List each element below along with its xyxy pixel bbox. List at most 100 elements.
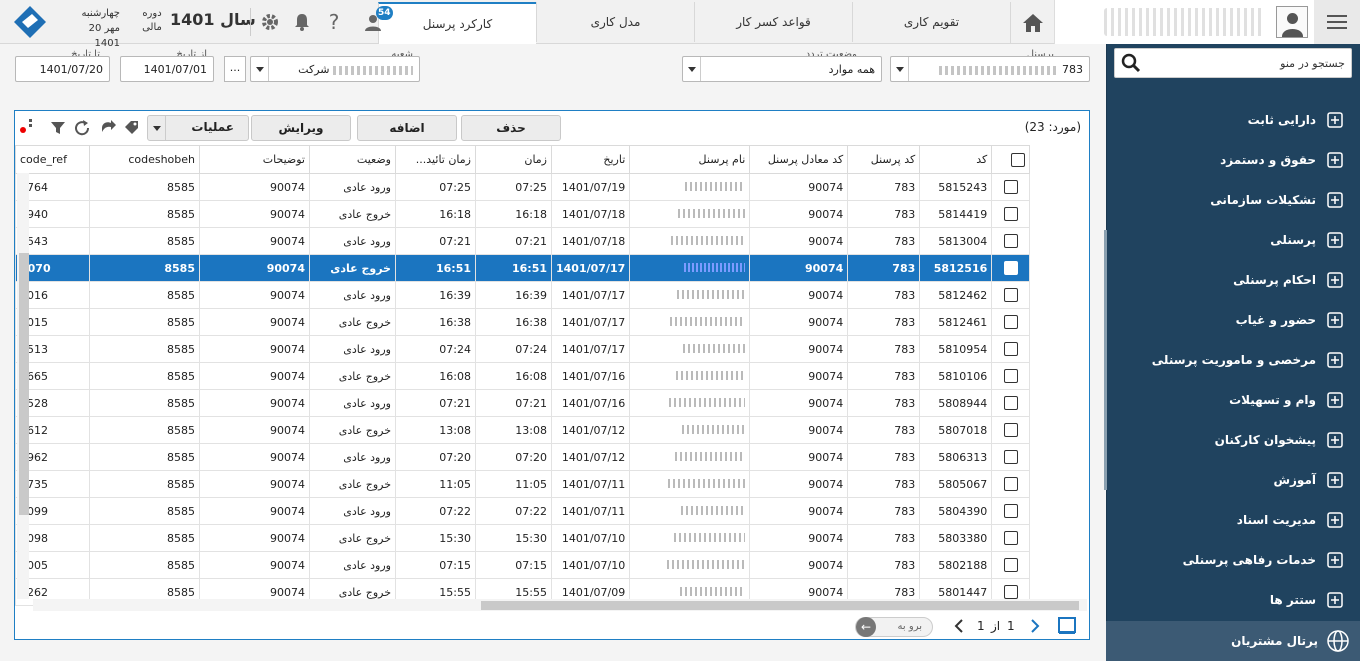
tab-work-calendar[interactable]: تقویم کاری bbox=[852, 2, 1010, 42]
row-select-cell[interactable] bbox=[991, 335, 1031, 363]
row-checkbox[interactable] bbox=[1003, 207, 1018, 221]
row-checkbox[interactable] bbox=[1003, 396, 1018, 410]
search-input[interactable] bbox=[1155, 53, 1345, 73]
chevron-down-icon[interactable] bbox=[251, 57, 269, 81]
row-checkbox[interactable] bbox=[1003, 531, 1018, 545]
avatar[interactable] bbox=[1276, 6, 1308, 38]
horizontal-scrollbar[interactable] bbox=[33, 599, 1087, 611]
row-select-cell[interactable] bbox=[991, 362, 1031, 390]
menu-search[interactable] bbox=[1114, 48, 1352, 78]
sidebar-item-leave[interactable]: مرخصی و ماموریت پرسنلی bbox=[1106, 340, 1360, 380]
row-select-cell[interactable] bbox=[991, 227, 1031, 255]
column-header[interactable]: توضیحات bbox=[199, 145, 310, 174]
sidebar-item-training[interactable]: آموزش bbox=[1106, 460, 1360, 500]
row-select-cell[interactable] bbox=[991, 524, 1031, 552]
row-checkbox[interactable] bbox=[1003, 477, 1018, 491]
gear-icon[interactable] bbox=[258, 10, 282, 34]
column-header[interactable]: وضعیت bbox=[309, 145, 396, 174]
row-checkbox[interactable] bbox=[1003, 450, 1018, 464]
question-icon[interactable]: ? bbox=[328, 10, 340, 34]
column-header[interactable]: تاریخ bbox=[550, 145, 631, 174]
row-select-cell[interactable] bbox=[991, 416, 1031, 444]
table-row[interactable]: 5807018 783 90074 1401/07/12 13:08 13:08 خروج … bbox=[15, 416, 1031, 444]
sidebar-item-person[interactable]: پرسنلی bbox=[1106, 220, 1360, 260]
table-row[interactable]: 5813004 783 90074 1401/07/18 07:21 07:21 ورود … bbox=[15, 227, 1031, 255]
sidebar-item-documents[interactable]: مدیریت اسناد bbox=[1106, 500, 1360, 540]
chevron-right-icon[interactable] bbox=[1027, 617, 1043, 635]
branch-more-button[interactable]: ... bbox=[224, 56, 246, 82]
tab-home[interactable] bbox=[1010, 2, 1054, 44]
tag-icon[interactable] bbox=[123, 119, 141, 137]
sidebar-item-org-chart[interactable]: تشکیلات سازمانی bbox=[1106, 180, 1360, 220]
column-header[interactable]: کد پرسنل bbox=[847, 145, 921, 174]
table-row[interactable]: 5815243 783 90074 1401/07/19 07:25 07:25 ورود … bbox=[15, 173, 1031, 201]
sidebar-item-settings[interactable]: ستتر ها bbox=[1106, 580, 1360, 620]
row-checkbox[interactable] bbox=[1003, 180, 1018, 194]
row-checkbox[interactable] bbox=[1003, 423, 1018, 437]
table-row[interactable]: 5805067 783 90074 1401/07/11 11:05 11:05 خروج … bbox=[15, 470, 1031, 498]
bell-icon[interactable] bbox=[290, 10, 314, 34]
chevron-down-icon[interactable] bbox=[891, 57, 909, 81]
table-row[interactable]: 5810954 783 90074 1401/07/17 07:24 07:24 ورود … bbox=[15, 335, 1031, 363]
table-row[interactable]: 5814419 783 90074 1401/07/18 16:18 16:18 خروج … bbox=[15, 200, 1031, 228]
from-date-input[interactable]: 1401/07/01 bbox=[120, 56, 214, 82]
year-selector[interactable]: سال 1401 bbox=[170, 10, 256, 29]
goto-page-button[interactable]: ← برو به bbox=[855, 617, 933, 637]
sidebar-item-attendance[interactable]: حضور و غیاب bbox=[1106, 300, 1360, 340]
tab-personnel-work[interactable]: کارکرد پرسنل bbox=[378, 2, 536, 44]
customer-portal-link[interactable]: پرتال مشتریان bbox=[1106, 621, 1360, 661]
table-row[interactable]: 5806313 783 90074 1401/07/12 07:20 07:20 ورود … bbox=[15, 443, 1031, 471]
branch-select[interactable]: شرکت bbox=[250, 56, 420, 82]
tab-work-model[interactable]: مدل کاری bbox=[536, 2, 694, 42]
chevron-down-icon[interactable] bbox=[683, 57, 701, 81]
row-select-cell[interactable] bbox=[991, 200, 1031, 228]
column-header[interactable]: زمان bbox=[475, 145, 552, 174]
people-icon[interactable] bbox=[364, 10, 388, 34]
delete-button[interactable]: حذف bbox=[461, 115, 561, 141]
row-select-cell[interactable] bbox=[991, 497, 1031, 525]
more-icon[interactable] bbox=[29, 119, 32, 137]
sidebar-item-loan[interactable]: وام و تسهیلات bbox=[1106, 380, 1360, 420]
column-header[interactable]: code_ref bbox=[15, 145, 90, 174]
to-date-input[interactable]: 1401/07/20 bbox=[15, 56, 110, 82]
table-row[interactable]: 5812516 783 90074 1401/07/17 16:51 16:51 خروج … bbox=[15, 254, 1031, 282]
table-row[interactable]: 5812461 783 90074 1401/07/17 16:38 16:38 خروج … bbox=[15, 308, 1031, 336]
horizontal-scroll-thumb[interactable] bbox=[481, 601, 1079, 610]
column-header[interactable]: نام پرسنل bbox=[629, 145, 751, 174]
row-select-cell[interactable] bbox=[991, 173, 1031, 201]
table-row[interactable]: 5803380 783 90074 1401/07/10 15:30 15:30 خروج … bbox=[15, 524, 1031, 552]
row-select-cell[interactable] bbox=[991, 308, 1031, 336]
operations-dropdown[interactable]: عملیات bbox=[147, 115, 249, 141]
column-header[interactable]: کد معادل پرسنل bbox=[749, 145, 849, 174]
row-checkbox[interactable] bbox=[1003, 261, 1018, 275]
row-select-cell[interactable] bbox=[991, 551, 1031, 579]
sidebar-item-welfare[interactable]: خدمات رفاهی پرسنلی bbox=[1106, 540, 1360, 580]
tab-deduction-rules[interactable]: قواعد کسر کار bbox=[694, 2, 852, 42]
column-header[interactable]: codeshobeh bbox=[89, 145, 200, 174]
row-select-cell[interactable] bbox=[991, 443, 1031, 471]
column-header[interactable]: زمان تائید... bbox=[395, 145, 476, 174]
row-checkbox[interactable] bbox=[1003, 585, 1018, 599]
select-all-checkbox[interactable] bbox=[1011, 152, 1026, 167]
row-checkbox[interactable] bbox=[1003, 369, 1018, 383]
row-select-cell[interactable] bbox=[991, 389, 1031, 417]
refresh-icon[interactable] bbox=[73, 119, 91, 137]
table-row[interactable]: 5812462 783 90074 1401/07/17 16:39 16:39 ورود … bbox=[15, 281, 1031, 309]
user-profile[interactable] bbox=[1054, 0, 1314, 44]
row-checkbox[interactable] bbox=[1003, 342, 1018, 356]
row-select-cell[interactable] bbox=[991, 470, 1031, 498]
select-all-header[interactable] bbox=[991, 145, 1031, 174]
table-row[interactable]: 5808944 783 90074 1401/07/16 07:21 07:21 ورود … bbox=[15, 389, 1031, 417]
layout-icon[interactable] bbox=[1057, 616, 1077, 636]
row-select-cell[interactable] bbox=[991, 281, 1031, 309]
status-select[interactable]: همه موارد bbox=[682, 56, 882, 82]
edit-button[interactable]: ویرایش bbox=[251, 115, 351, 141]
row-checkbox[interactable] bbox=[1003, 234, 1018, 248]
personnel-select[interactable]: 783 bbox=[890, 56, 1090, 82]
vertical-scrollbar[interactable] bbox=[17, 173, 29, 599]
column-header[interactable]: کد bbox=[919, 145, 993, 174]
row-checkbox[interactable] bbox=[1003, 288, 1018, 302]
chevron-left-icon[interactable] bbox=[951, 617, 967, 635]
row-select-cell[interactable] bbox=[991, 254, 1031, 282]
row-checkbox[interactable] bbox=[1003, 315, 1018, 329]
